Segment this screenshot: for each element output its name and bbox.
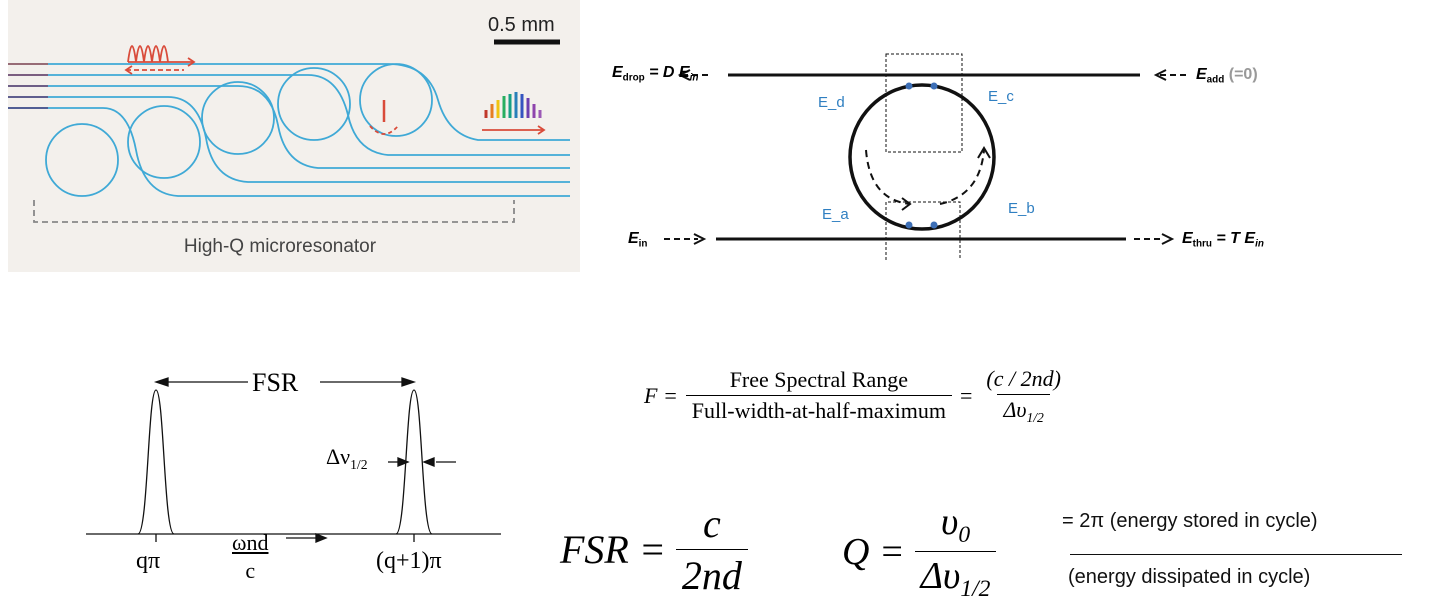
ring-coupler-drawing bbox=[664, 53, 1186, 260]
microresonator-label: High-Q microresonator bbox=[183, 236, 377, 257]
q-energy-numerator: = 2π (energy stored in cycle) bbox=[1062, 510, 1318, 532]
axis-left-label: qπ bbox=[136, 548, 161, 574]
microresonator-drawing bbox=[8, 39, 570, 223]
finesse-equation: F = Free Spectral Range Full-width-at-hal… bbox=[644, 366, 1061, 425]
axis-variable: ωnd c bbox=[232, 530, 269, 583]
fsr-equation: FSR = c 2nd bbox=[560, 500, 748, 599]
point-b-label: E_b bbox=[1008, 200, 1035, 217]
q-energy-denominator: (energy dissipated in cycle) bbox=[1068, 566, 1311, 588]
e-in-label: Ein bbox=[628, 230, 648, 250]
peak-q-plus-1 bbox=[395, 389, 433, 535]
e-drop-label: Edrop = D Ein bbox=[612, 64, 699, 84]
fsr-label: FSR bbox=[252, 368, 299, 397]
peak-q bbox=[137, 389, 175, 535]
q-equation: Q = υ0 Δυ1/2 bbox=[842, 500, 997, 603]
e-add-label: Eadd (=0) bbox=[1196, 66, 1258, 86]
q-energy-fraction-bar bbox=[1070, 554, 1402, 555]
axis-right-label: (q+1)π bbox=[376, 548, 442, 574]
point-c-label: E_c bbox=[988, 88, 1014, 105]
linewidth-label: Δν1/2 bbox=[326, 444, 368, 472]
point-d-label: E_d bbox=[818, 94, 845, 111]
microresonator-panel bbox=[8, 0, 580, 272]
point-a-label: E_a bbox=[822, 206, 849, 223]
scale-label: 0.5 mm bbox=[488, 14, 555, 36]
e-thru-label: Ethru = T Ein bbox=[1182, 230, 1264, 250]
fsr-spectrum bbox=[86, 377, 501, 543]
